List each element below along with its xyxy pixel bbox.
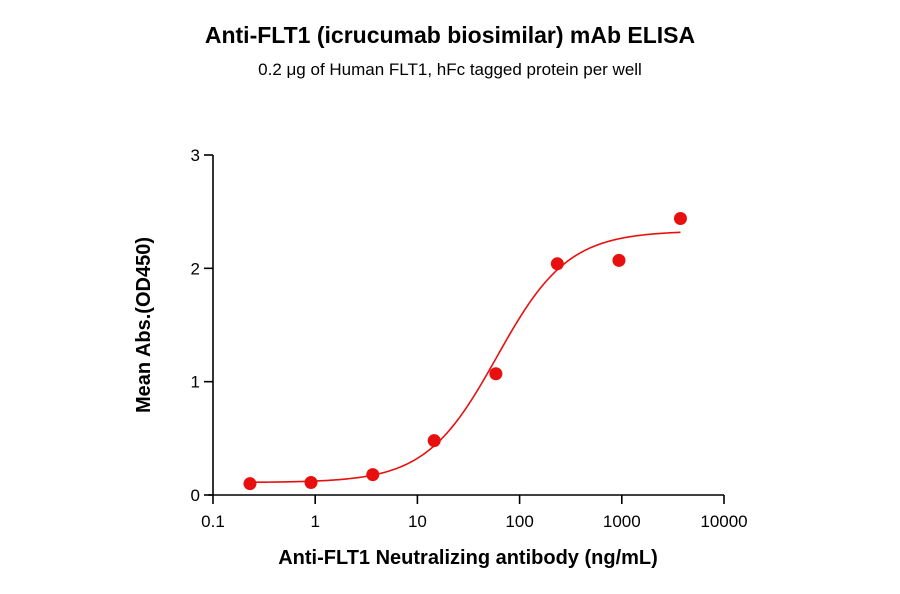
chart-title: Anti-FLT1 (icrucumab biosimilar) mAb ELI… <box>204 22 696 48</box>
chart-subtitle: 0.2 μg of Human FLT1, hFc tagged protein… <box>258 60 642 79</box>
x-axis-title: Anti-FLT1 Neutralizing antibody (ng/mL) <box>278 547 658 569</box>
axes: 0 1 2 3 0.1 1 10 100 1000 10000 <box>191 146 748 531</box>
y-tick-label: 3 <box>191 146 200 165</box>
x-tick-label: 0.1 <box>201 512 225 531</box>
x-tick-label: 1000 <box>603 512 641 531</box>
x-tick-label: 10000 <box>700 512 747 531</box>
x-tick-label: 1 <box>310 512 319 531</box>
fit-curve <box>249 231 681 484</box>
data-point <box>427 434 441 448</box>
y-tick-label: 1 <box>191 373 200 392</box>
data-point <box>673 211 687 225</box>
y-tick-label: 0 <box>191 486 200 505</box>
x-tick-label: 100 <box>505 512 533 531</box>
data-point <box>550 257 564 271</box>
data-point <box>243 477 257 491</box>
data-point <box>489 367 503 381</box>
data-point <box>304 476 318 490</box>
data-point <box>366 468 380 482</box>
data-point <box>612 253 626 267</box>
data-points <box>243 211 687 491</box>
y-tick-label: 2 <box>191 259 200 278</box>
x-tick-label: 10 <box>408 512 427 531</box>
y-axis-title: Mean Abs.(OD450) <box>133 237 155 413</box>
